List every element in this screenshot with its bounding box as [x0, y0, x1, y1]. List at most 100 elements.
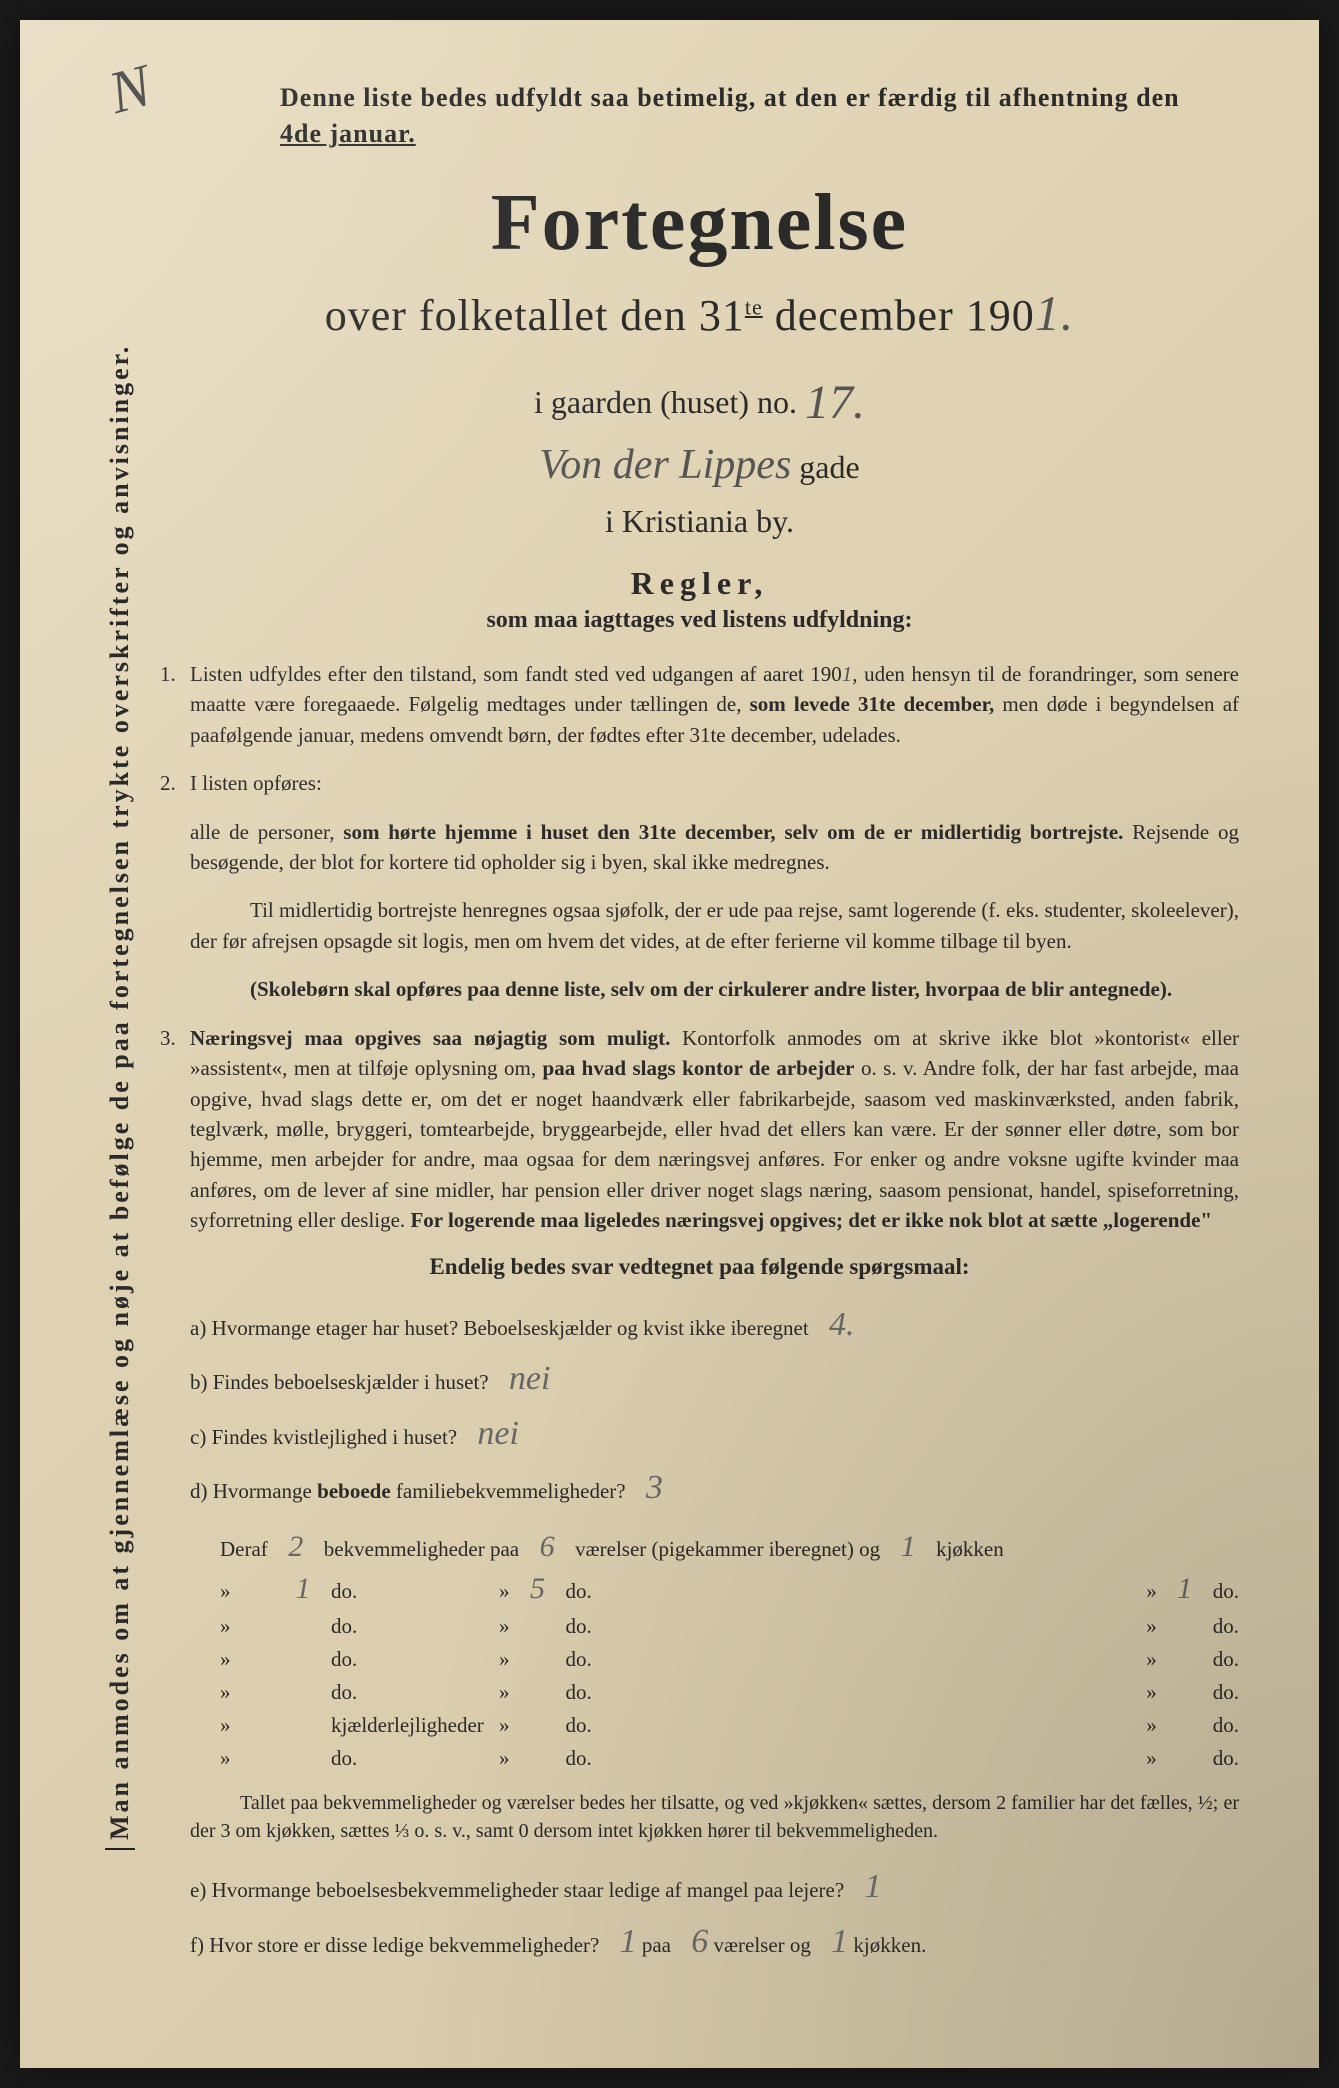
- table-row: » do.» do. » do.: [220, 1647, 1239, 1672]
- t-do: do.: [331, 1579, 491, 1604]
- qa-answer: 4.: [829, 1298, 855, 1352]
- t-do: do.: [566, 1680, 726, 1705]
- rule-2: 2. I listen opføres:: [160, 768, 1239, 798]
- qc-text: c) Findes kvistlejlighed i huset?: [190, 1425, 457, 1449]
- subtitle-mid: december 190: [763, 291, 1035, 340]
- question-e: e) Hvormange beboelsesbekvemmeligheder s…: [190, 1860, 1239, 1914]
- rules-heading: Regler,: [160, 565, 1239, 602]
- rule-1: 1. Listen udfyldes efter den tilstand, s…: [160, 659, 1239, 750]
- house-number: 17.: [805, 367, 865, 439]
- qa-text: a) Hvormange etager har huset? Beboelses…: [190, 1316, 809, 1340]
- city-line: i Kristiania by.: [605, 503, 794, 539]
- rule-body: I listen opføres:: [190, 768, 1239, 798]
- t-do: do.: [566, 1713, 726, 1738]
- rule-number: 1.: [160, 659, 190, 750]
- rule1-text-a: Listen udfyldes efter den tilstand, som …: [190, 662, 842, 686]
- rule-body: Næringsvej maa opgives saa nøjagtig som …: [190, 1023, 1239, 1236]
- rule2-a: alle de personer,: [190, 820, 343, 844]
- side-instruction: Man anmodes om at gjennemlæse og nøje at…: [105, 250, 135, 1850]
- t-n: 2: [276, 1530, 316, 1564]
- table-row: » kjælderlejligheder» do. » do.: [220, 1713, 1239, 1738]
- t-do: do.: [1213, 1746, 1239, 1771]
- rule-3: 3. Næringsvej maa opgives saa nøjagtig s…: [160, 1023, 1239, 1236]
- rules-subheading: som maa iagttages ved listens udfyldning…: [160, 607, 1239, 634]
- rule3-b: o. s. v. Andre folk, der har fast arbejd…: [190, 1056, 1239, 1232]
- t-do: do.: [566, 1746, 726, 1771]
- t-do: do.: [1213, 1647, 1239, 1672]
- main-title: Fortegnelse: [160, 178, 1239, 269]
- rule2-bold: som hørte hjemme i huset den 31te decemb…: [343, 820, 1123, 844]
- table-row: » do.» do. » do.: [220, 1614, 1239, 1639]
- t-rooms: 5: [518, 1572, 558, 1606]
- qe-answer: 1: [864, 1860, 881, 1914]
- t-do: do.: [1213, 1713, 1239, 1738]
- qf-end: kjøkken.: [853, 1933, 926, 1957]
- rule-number: 3.: [160, 1023, 190, 1236]
- rule-number: 2.: [160, 768, 190, 798]
- t-rooms: 6: [527, 1530, 567, 1564]
- rule2-para1: alle de personer, som hørte hjemme i hus…: [190, 817, 1239, 878]
- t-mid: bekvemmeligheder paa: [324, 1537, 519, 1562]
- rule3-bold3: For logerende maa ligeledes næringsvej o…: [410, 1208, 1212, 1232]
- t-deraf: Deraf: [220, 1537, 268, 1562]
- qc-answer: nei: [477, 1407, 519, 1461]
- top-instruction: Denne liste bedes udfyldt saa betimelig,…: [160, 80, 1239, 153]
- t-suffix: værelser (pigekammer iberegnet) og: [575, 1537, 880, 1562]
- qf-mid2: værelser og: [714, 1933, 811, 1957]
- year-handwritten: 1.: [1035, 285, 1075, 341]
- qd-bold: beboede: [317, 1479, 391, 1503]
- t-do: do.: [331, 1680, 491, 1705]
- address-prefix: i gaarden (huset) no.: [534, 384, 805, 420]
- qd-a: d) Hvormange: [190, 1479, 317, 1503]
- subtitle-prefix: over folketallet den 31: [325, 291, 745, 340]
- t-do: do.: [566, 1647, 726, 1672]
- t-k: 1: [888, 1530, 928, 1564]
- street-suffix: gade: [799, 449, 859, 485]
- question-c: c) Findes kvistlejlighed i huset? nei: [190, 1407, 1239, 1461]
- qf-k: 1: [831, 1915, 848, 1969]
- t-end: kjøkken: [936, 1537, 1004, 1562]
- qd-b: familiebekvemmeligheder?: [391, 1479, 626, 1503]
- rule2-para3: (Skolebørn skal opføres paa denne liste,…: [190, 974, 1239, 1004]
- questions-header: Endelig bedes svar vedtegnet paa følgend…: [160, 1254, 1239, 1280]
- rule-body: Listen udfyldes efter den tilstand, som …: [190, 659, 1239, 750]
- rule2-para2: Til midlertidig bortrejste henregnes ogs…: [190, 895, 1239, 956]
- t-kjaelder: kjælderlejligheder: [331, 1713, 491, 1738]
- t-do: do.: [566, 1614, 726, 1639]
- footer-note: Tallet paa bekvemmeligheder og værelser …: [190, 1789, 1239, 1845]
- t-n: 1: [283, 1572, 323, 1606]
- qf-n: 1: [620, 1915, 637, 1969]
- qb-text: b) Findes beboelseskjælder i huset?: [190, 1370, 489, 1394]
- subtitle: over folketallet den 31te december 1901.: [160, 284, 1239, 342]
- rule3-bold1: Næringsvej maa opgives saa nøjagtig som …: [190, 1026, 670, 1050]
- document-page: N Man anmodes om at gjennemlæse og nøje …: [20, 20, 1319, 2068]
- question-f: f) Hvor store er disse ledige bekvemmeli…: [190, 1915, 1239, 1969]
- qf-a: f) Hvor store er disse ledige bekvemmeli…: [190, 1933, 599, 1957]
- t-do: do.: [1213, 1579, 1239, 1604]
- street-name-hand: Von der Lippes: [539, 442, 791, 488]
- qf-mid: paa: [642, 1933, 671, 1957]
- table-row: Deraf 2 bekvemmeligheder paa 6 værelser …: [220, 1530, 1239, 1564]
- table-row: » do.» do. » do.: [220, 1680, 1239, 1705]
- qd-answer: 3: [646, 1461, 663, 1515]
- rule2-bold2: (Skolebørn skal opføres paa denne liste,…: [250, 977, 1172, 1001]
- t-do: do.: [331, 1647, 491, 1672]
- qb-answer: nei: [509, 1352, 551, 1406]
- table-row: » do.» do. » do.: [220, 1746, 1239, 1771]
- rule2-intro: I listen opføres:: [190, 771, 322, 795]
- corner-mark: N: [102, 51, 159, 128]
- t-do: do.: [1213, 1614, 1239, 1639]
- rule1-bold: som levede 31te december,: [750, 692, 995, 716]
- conveniences-table: Deraf 2 bekvemmeligheder paa 6 værelser …: [220, 1530, 1239, 1771]
- question-b: b) Findes beboelseskjælder i huset? nei: [190, 1352, 1239, 1406]
- t-do: do.: [566, 1579, 726, 1604]
- t-do: do.: [331, 1614, 491, 1639]
- address-block: i gaarden (huset) no. 17. Von der Lippes…: [160, 362, 1239, 545]
- qf-rooms: 6: [691, 1915, 708, 1969]
- top-instruction-date: 4de januar.: [280, 119, 416, 148]
- question-d: d) Hvormange beboede familiebekvemmeligh…: [190, 1461, 1239, 1515]
- rule3-bold2: paa hvad slags kontor de arbejder: [543, 1056, 855, 1080]
- question-a: a) Hvormange etager har huset? Beboelses…: [190, 1298, 1239, 1352]
- t-k: 1: [1165, 1572, 1205, 1606]
- top-instruction-text: Denne liste bedes udfyldt saa betimelig,…: [280, 83, 1180, 112]
